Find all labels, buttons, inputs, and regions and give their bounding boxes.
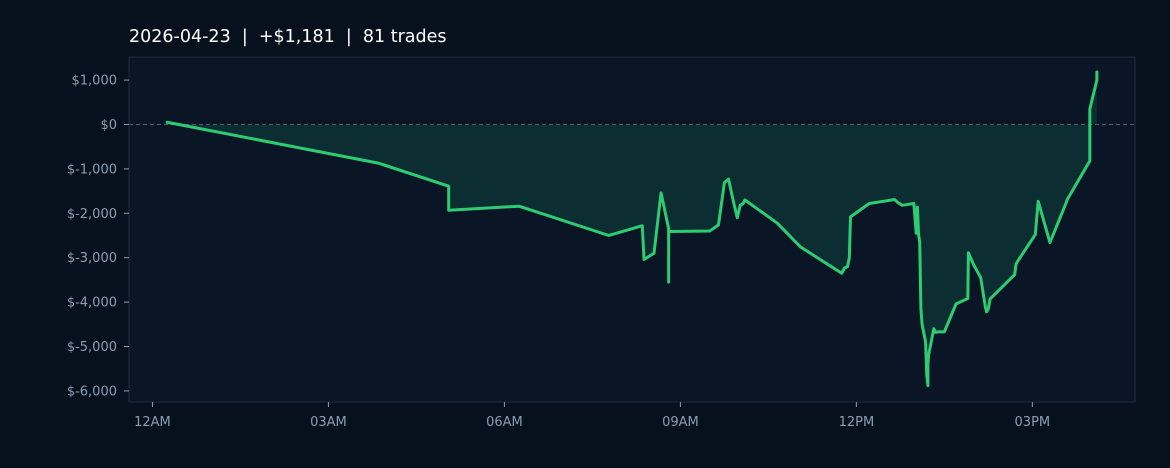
x-tick-label: 12PM <box>839 415 875 430</box>
x-tick-label: 09AM <box>662 415 699 430</box>
pnl-area-fill <box>167 72 1097 386</box>
x-axis: 12AM 03AM 06AM 09AM 12PM 03PM <box>134 402 1050 430</box>
pnl-series-line <box>165 70 1099 388</box>
x-tick-label: 03AM <box>310 415 347 430</box>
y-tick-label: $1,000 <box>72 74 118 89</box>
y-tick-label: $-6,000 <box>67 384 117 399</box>
plot-border <box>128 56 1136 403</box>
x-tick-label: 12AM <box>134 415 171 430</box>
y-tick-label: $-3,000 <box>67 251 117 266</box>
y-tick-label: $-5,000 <box>67 340 117 355</box>
area-fill-layer <box>167 72 1097 386</box>
chart-title: 2026-04-23 | +$1,181 | 81 trades <box>129 27 447 47</box>
y-axis: $1,000 $0 $-1,000 $-2,000 $-3,000 $-4,000 $-5,… <box>67 74 129 399</box>
x-tick-label: 03PM <box>1015 415 1051 430</box>
y-tick-label: $-4,000 <box>67 296 117 311</box>
y-tick-label: $-1,000 <box>67 162 117 177</box>
series-line-layer <box>165 70 1099 388</box>
y-tick-label: $0 <box>100 118 117 133</box>
x-tick-label: 06AM <box>486 415 523 430</box>
y-tick-label: $-2,000 <box>67 207 117 222</box>
